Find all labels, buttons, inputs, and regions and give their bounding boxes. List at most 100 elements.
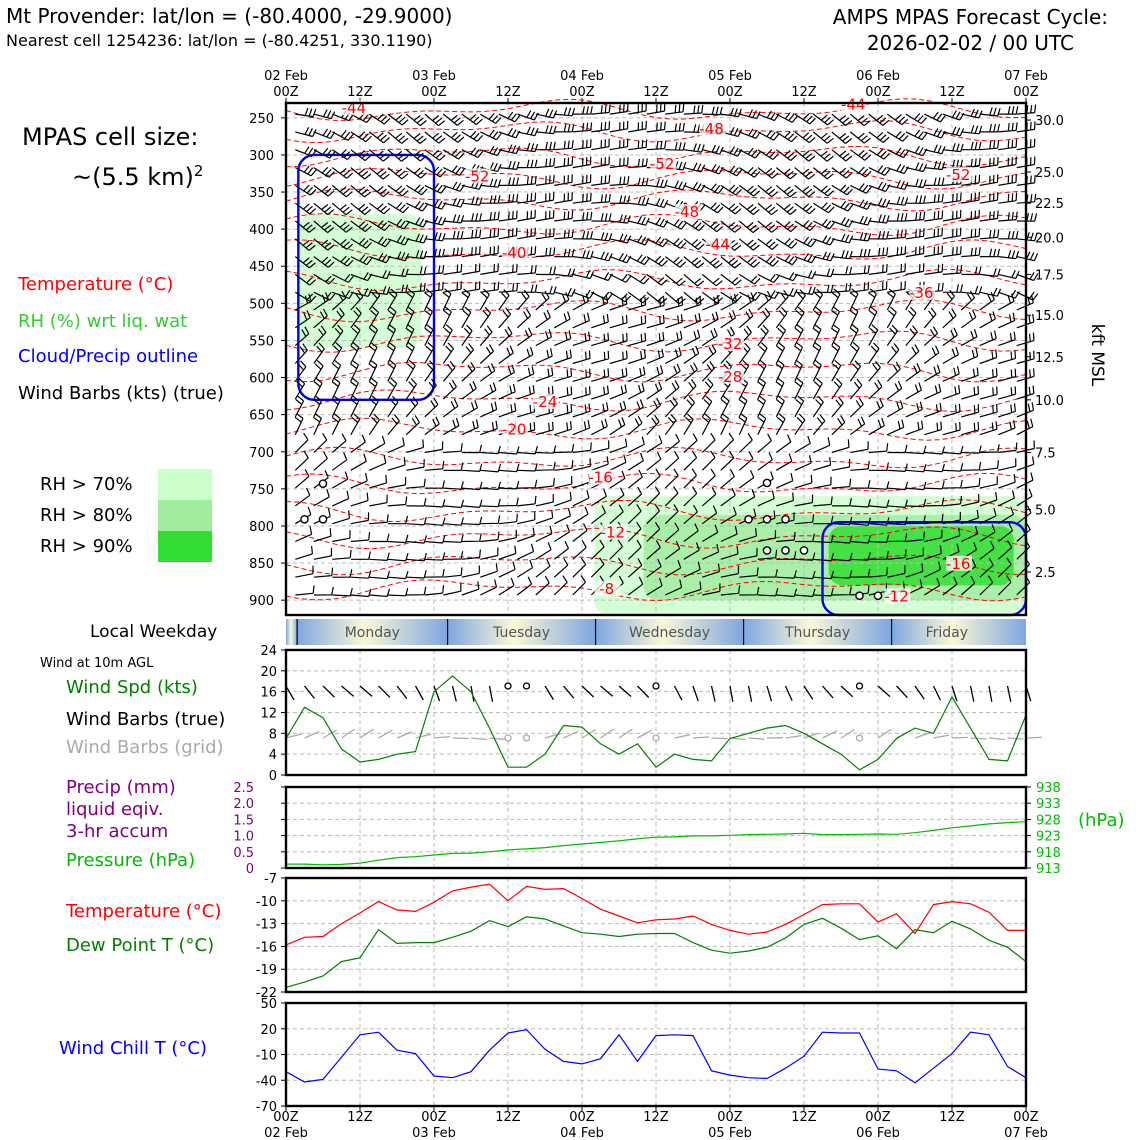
wind-ytick-label: 0	[269, 769, 277, 784]
temperature-contour-label: -52	[650, 155, 675, 173]
wind-barb	[312, 413, 322, 435]
surface-wind-barb-grid	[600, 728, 615, 739]
wind-barb	[979, 229, 1000, 240]
wind-barb	[517, 142, 539, 153]
wind-barb	[850, 517, 872, 526]
wind-barb	[424, 131, 446, 144]
wind-barb	[554, 421, 572, 436]
wind-barb	[720, 506, 737, 525]
wind-barb	[405, 415, 420, 436]
wind-barb	[313, 220, 335, 234]
wind-barb	[609, 454, 627, 471]
contour-label-bg	[699, 120, 726, 136]
wind-barb	[609, 332, 628, 347]
wind-barb	[368, 131, 390, 144]
wind-barb	[664, 468, 679, 489]
wind-barb	[554, 404, 573, 418]
wind-barb	[664, 396, 678, 418]
wind-barb	[924, 111, 946, 123]
wind-barb	[831, 282, 852, 293]
wind-barb	[443, 583, 462, 596]
wind-barb	[720, 126, 743, 137]
surface-wind-barb-true	[969, 685, 975, 702]
wind-barb	[831, 250, 853, 260]
wind-barb	[813, 553, 835, 562]
wind-barb	[498, 345, 514, 364]
wind-barb	[406, 266, 427, 276]
wind-barb	[609, 120, 629, 133]
wind-barb	[535, 309, 551, 329]
surface-wind-barb-true	[563, 685, 575, 699]
wind-barb	[387, 457, 406, 471]
wind-barb	[998, 403, 1016, 418]
contour-label-bg	[946, 166, 973, 182]
wind-barb	[887, 263, 906, 275]
wind-barb	[868, 148, 891, 160]
wind-barb	[443, 247, 463, 258]
wind-barb	[313, 308, 328, 329]
wind-barb	[313, 325, 327, 347]
wind-barb	[424, 499, 446, 508]
wind-barb	[443, 534, 464, 543]
surface-wind-barb-true	[618, 685, 632, 697]
wind-barb	[831, 552, 853, 562]
wind-barb	[923, 577, 941, 596]
wind-barb	[831, 359, 842, 382]
kft-tick-label: 25.0	[1035, 166, 1064, 181]
cell-size-note: MPAS cell size: ~(5.5 km)2	[22, 120, 203, 194]
wind-barb	[628, 139, 648, 151]
wind-barb	[794, 395, 805, 418]
wind-barb	[387, 284, 409, 294]
wind-barb	[350, 167, 372, 180]
wind-barb	[350, 254, 373, 266]
wind-barb	[998, 368, 1017, 382]
wind-barb	[683, 504, 698, 525]
wind-barb	[424, 585, 445, 596]
wind-barb	[739, 109, 761, 120]
wind-barb	[738, 220, 760, 234]
wind-barb	[850, 552, 871, 561]
wind-barb	[369, 474, 388, 489]
top-date-tick-label: 02 Feb	[264, 69, 308, 84]
wind-barb	[776, 288, 798, 298]
wind-barb	[424, 441, 444, 454]
wind-barb	[609, 103, 629, 115]
temperature-contour	[285, 120, 1027, 144]
wind-barb	[461, 343, 474, 364]
wind-barb	[720, 585, 741, 596]
wind-barb	[387, 534, 409, 544]
wind-barb	[628, 158, 648, 169]
wind-barb	[812, 395, 824, 418]
wind-barb	[942, 192, 962, 204]
wind-barb	[812, 341, 822, 364]
wind-barb	[498, 463, 520, 473]
bottom-date-tick-label: 06 Feb	[856, 1126, 900, 1140]
wind-barb	[294, 360, 307, 382]
wind-barb	[516, 327, 533, 347]
wind-barb	[535, 461, 556, 471]
wind-barb	[332, 549, 352, 560]
wind-barb	[609, 350, 628, 365]
wind-barb	[294, 450, 309, 471]
wind-barb	[627, 558, 643, 578]
label-windchill: Wind Chill T (°C)	[59, 1038, 207, 1059]
wind-barb	[572, 230, 594, 240]
wind-barb	[443, 462, 464, 471]
top-hour-tick-label: 12Z	[939, 85, 965, 100]
wind-barb	[831, 113, 853, 126]
wind-barb	[979, 210, 999, 222]
wind-barb	[498, 193, 519, 204]
wind-barb	[480, 245, 499, 258]
wind-barb	[387, 553, 409, 562]
surface-wind-barb-grid	[1007, 737, 1024, 740]
wind-barb	[424, 460, 445, 471]
wind-barb	[942, 365, 960, 382]
windchill-ytick-label: -70	[256, 1100, 277, 1115]
wind-barb	[794, 149, 816, 162]
legend-cloud: Cloud/Precip outline	[18, 346, 199, 367]
wind-barb	[424, 183, 447, 194]
wind-barb	[665, 314, 683, 329]
label-wind-speed: Wind Spd (kts)	[66, 677, 198, 698]
wind-barb	[646, 314, 665, 329]
wind-barb	[461, 400, 478, 418]
